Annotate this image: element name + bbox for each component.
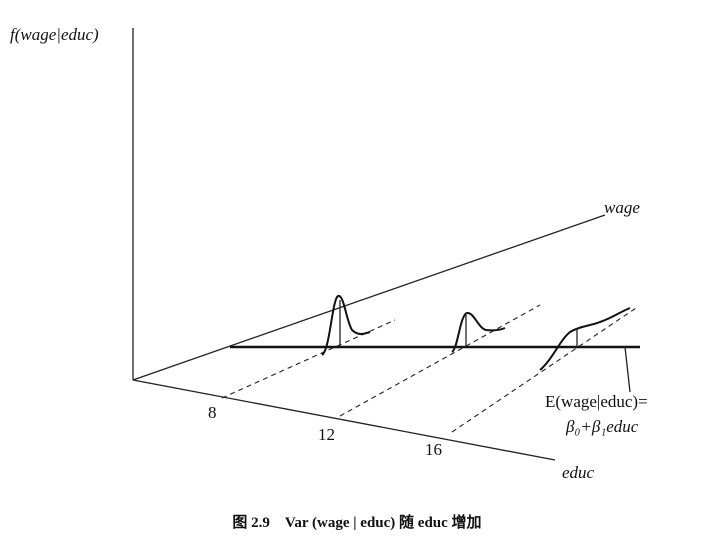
y-axis-label: f(wage|educ) <box>10 25 99 44</box>
dashed-line <box>451 307 637 433</box>
dashed-line <box>339 304 541 417</box>
educ-axis-label: educ <box>562 463 595 482</box>
regression-label: β₀+β₁educ <box>565 417 639 436</box>
density-curve <box>539 307 631 371</box>
density-curve <box>321 295 371 356</box>
wage-axis-label: wage <box>604 198 640 217</box>
regression-label: E(wage|educ)= <box>545 392 648 411</box>
density-curve <box>451 312 506 353</box>
dashed-line <box>221 319 396 399</box>
educ-tick: 8 <box>208 403 217 422</box>
educ-axis <box>132 379 556 461</box>
educ-tick: 16 <box>425 440 442 459</box>
label-pointer <box>624 346 631 393</box>
wage-axis <box>132 214 606 381</box>
caption: 图 2.9 Var (wage | educ) 随 educ 增加 <box>232 513 481 531</box>
educ-tick: 12 <box>318 425 335 444</box>
